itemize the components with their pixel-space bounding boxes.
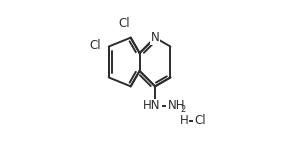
- Text: Cl: Cl: [89, 38, 101, 51]
- Text: Cl: Cl: [194, 114, 206, 127]
- Text: Cl: Cl: [119, 17, 130, 30]
- Text: HN: HN: [143, 100, 161, 113]
- Text: N: N: [151, 31, 159, 44]
- Text: H: H: [180, 114, 188, 127]
- Text: 2: 2: [181, 105, 186, 114]
- Text: NH: NH: [168, 100, 185, 113]
